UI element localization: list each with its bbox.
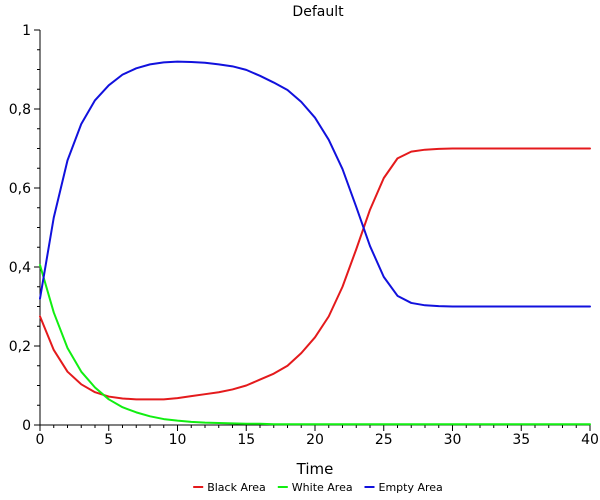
ticks: 0 5 10 15 20 25 30 35 40 0 0,2 0,4 0,6 0,8 1 (9, 23, 599, 448)
x-axis-title: Time (296, 460, 334, 478)
legend-item-empty-area: Empty Area (364, 481, 443, 494)
series-line-black-area (39, 147, 591, 401)
series-line-empty-area (39, 60, 591, 308)
y-tick-label: 0,8 (9, 102, 31, 118)
x-tick-label: 5 (104, 432, 113, 448)
x-tick-label: 30 (444, 432, 462, 448)
y-tick-label: 0,4 (9, 260, 31, 276)
y-tick-label: 0,6 (9, 181, 31, 197)
legend-item-black-area: Black Area (193, 481, 266, 494)
series-lines (39, 60, 591, 426)
x-tick-label: 20 (306, 432, 324, 448)
legend-label: White Area (292, 481, 353, 494)
y-tick-label: 1 (22, 23, 31, 39)
x-tick-label: 35 (512, 432, 530, 448)
x-tick-label: 10 (169, 432, 187, 448)
x-tick-label: 15 (237, 432, 255, 448)
y-tick-label: 0 (22, 418, 31, 434)
legend-item-white-area: White Area (277, 481, 353, 494)
legend: Black Area White Area Empty Area (193, 481, 443, 494)
x-tick-label: 40 (581, 432, 599, 448)
series-line-white-area (39, 264, 591, 426)
x-tick-label: 0 (36, 432, 45, 448)
x-tick-label: 25 (375, 432, 393, 448)
axes (39, 30, 590, 426)
legend-label: Empty Area (379, 481, 443, 494)
chart-title: Default (292, 4, 344, 20)
legend-label: Black Area (207, 481, 266, 494)
y-tick-label: 0,2 (9, 339, 31, 355)
